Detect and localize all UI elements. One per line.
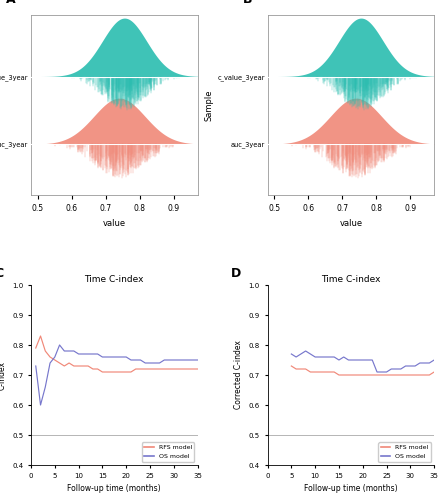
X-axis label: Follow-up time (months): Follow-up time (months) [67, 484, 161, 493]
Legend: RFS model, OS model: RFS model, OS model [378, 442, 431, 462]
Y-axis label: Corrected C-index: Corrected C-index [234, 340, 243, 409]
Text: C: C [0, 267, 4, 280]
Text: D: D [231, 267, 241, 280]
Legend: RFS model, OS model: RFS model, OS model [142, 442, 194, 462]
Y-axis label: C-index: C-index [0, 360, 7, 390]
Text: A: A [6, 0, 16, 6]
Text: B: B [243, 0, 252, 6]
Title: Time C-index: Time C-index [321, 275, 381, 284]
Title: Time C-index: Time C-index [85, 275, 144, 284]
X-axis label: value: value [339, 218, 362, 228]
X-axis label: value: value [103, 218, 126, 228]
Y-axis label: Sample: Sample [204, 89, 213, 120]
X-axis label: Follow-up time (months): Follow-up time (months) [304, 484, 398, 493]
